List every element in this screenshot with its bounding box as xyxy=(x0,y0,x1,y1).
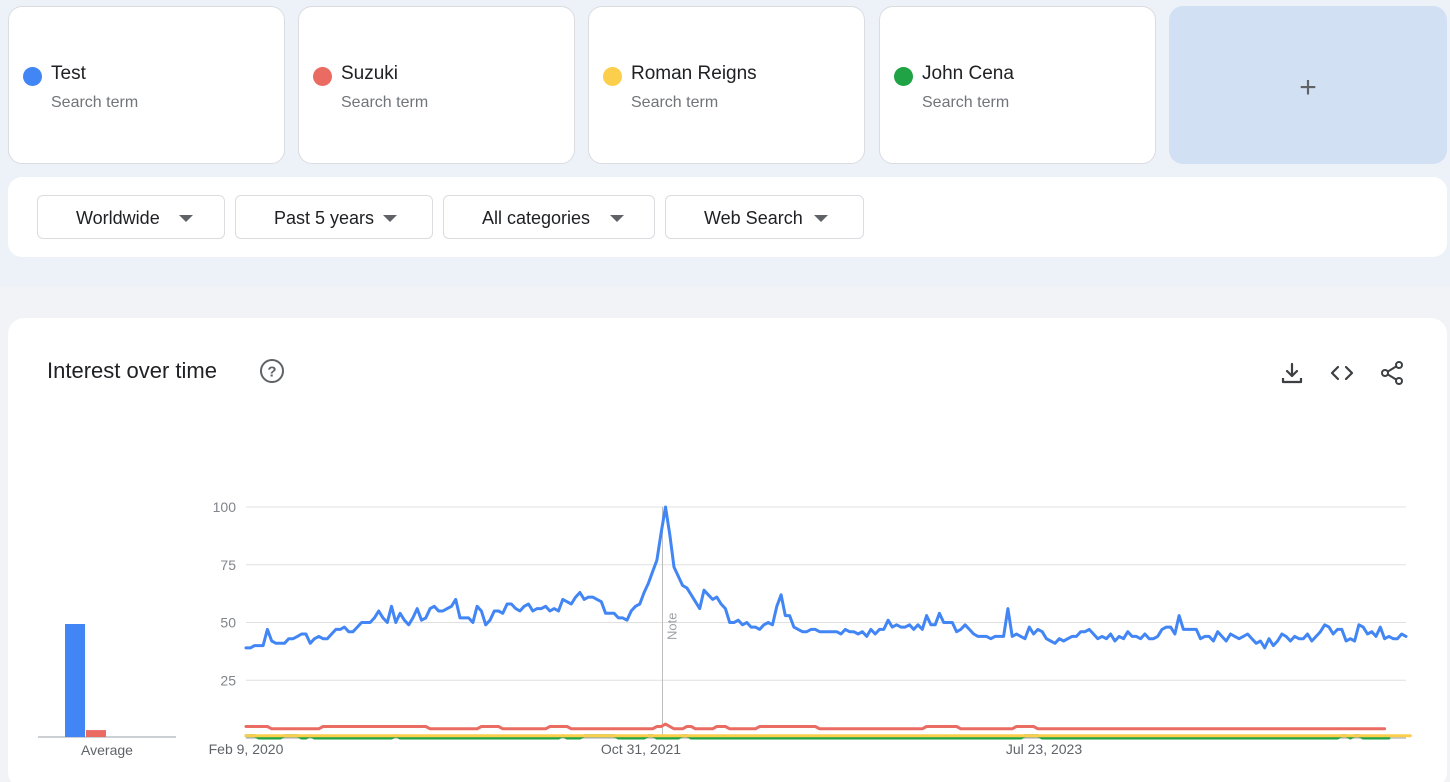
search-term-name: Test xyxy=(51,63,86,84)
filter-bar: Worldwide Past 5 years All categories We… xyxy=(8,177,1447,257)
y-tick-label: 50 xyxy=(220,615,236,631)
share-icon[interactable] xyxy=(1379,360,1405,386)
category-filter-dropdown[interactable]: All categories xyxy=(443,195,655,239)
x-tick-label: Feb 9, 2020 xyxy=(209,741,284,757)
search-type-filter-dropdown[interactable]: Web Search xyxy=(665,195,864,239)
y-tick-label: 75 xyxy=(220,557,236,573)
series-color-dot-suzuki xyxy=(313,67,332,86)
note-marker-label: Note xyxy=(664,613,679,640)
x-tick-label: Oct 31, 2021 xyxy=(601,741,681,757)
search-term-card-john-cena[interactable]: John Cena Search term xyxy=(879,6,1156,164)
panel-title: Interest over time xyxy=(47,358,217,383)
caret-down-icon xyxy=(814,215,828,222)
series-color-dot-test xyxy=(23,67,42,86)
search-term-name: Roman Reigns xyxy=(631,63,757,84)
svg-text:?: ? xyxy=(267,364,276,381)
search-term-card-test[interactable]: Test Search term xyxy=(8,6,285,164)
region-filter-dropdown[interactable]: Worldwide xyxy=(37,195,225,239)
filter-label: Past 5 years xyxy=(274,208,375,228)
interest-over-time-panel: Interest over time ? xyxy=(8,318,1447,782)
caret-down-icon xyxy=(179,215,193,222)
x-tick-label: Jul 23, 2023 xyxy=(1006,741,1082,757)
filter-label: All categories xyxy=(482,208,591,228)
series-color-dot-roman-reigns xyxy=(603,67,622,86)
time-range-filter-dropdown[interactable]: Past 5 years xyxy=(235,195,433,239)
series-line-test xyxy=(244,505,1408,650)
series-line-john-cena xyxy=(244,734,1391,740)
search-term-subtitle: Search term xyxy=(51,94,139,111)
search-term-card-roman-reigns[interactable]: Roman Reigns Search term xyxy=(588,6,865,164)
search-term-name: Suzuki xyxy=(341,63,399,84)
y-tick-label: 25 xyxy=(220,672,236,688)
series-line-suzuki xyxy=(244,722,1387,731)
download-icon[interactable] xyxy=(1279,360,1305,386)
series-color-dot-john-cena xyxy=(894,67,913,86)
y-tick-label: 100 xyxy=(213,499,237,515)
search-term-subtitle: Search term xyxy=(341,94,429,111)
search-term-subtitle: Search term xyxy=(922,94,1010,111)
filter-label: Web Search xyxy=(704,208,803,228)
search-term-card-suzuki[interactable]: Suzuki Search term xyxy=(298,6,575,164)
add-comparison-button[interactable]: + xyxy=(1169,6,1447,164)
code-icon[interactable] xyxy=(1329,360,1355,386)
search-term-subtitle: Search term xyxy=(631,94,719,111)
plus-icon: + xyxy=(1299,71,1317,104)
average-label: Average xyxy=(81,742,133,758)
average-bar-test xyxy=(65,624,85,737)
average-bar-suzuki xyxy=(86,730,106,737)
search-term-name: John Cena xyxy=(922,63,1014,84)
caret-down-icon xyxy=(383,215,397,222)
caret-down-icon xyxy=(610,215,624,222)
filter-label: Worldwide xyxy=(76,208,160,228)
help-circle-icon[interactable]: ? xyxy=(259,358,285,384)
